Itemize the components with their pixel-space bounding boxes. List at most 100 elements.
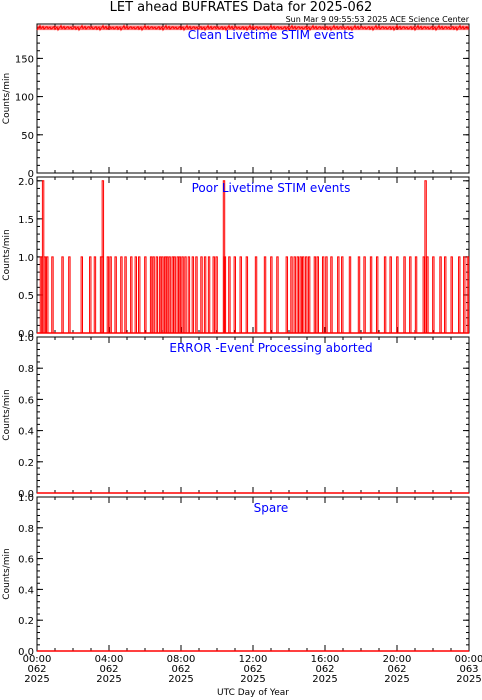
- y-tick-label: 0.6: [18, 395, 34, 406]
- spike-1: [409, 256, 412, 333]
- x-tick-label: 2025: [240, 674, 265, 685]
- x-tick-label: 04:00: [95, 654, 124, 665]
- y-tick-label: 0.2: [18, 616, 34, 627]
- spike-1: [171, 256, 174, 333]
- y-tick-label: 0.6: [18, 555, 34, 566]
- spike-2: [101, 180, 105, 333]
- spike-1: [363, 256, 366, 333]
- spike-1: [195, 256, 198, 333]
- x-tick-label: 2025: [24, 674, 49, 685]
- spike-1: [176, 256, 179, 333]
- noise-band: [37, 25, 469, 31]
- spike-1: [215, 256, 218, 333]
- x-tick-label: 20:00: [383, 654, 412, 665]
- spike-1: [181, 256, 184, 333]
- spike-1: [330, 256, 333, 333]
- x-axis: 00:00062202504:00062202508:00062202512:0…: [23, 654, 482, 685]
- spike-1: [403, 256, 406, 333]
- spike-1: [341, 256, 344, 333]
- y-tick-label: 50: [21, 131, 34, 142]
- chart-title: LET ahead BUFRATES Data for 2025-062: [110, 0, 373, 15]
- spike-1: [68, 256, 71, 333]
- x-tick-label: 2025: [96, 674, 121, 685]
- spike-1: [191, 256, 195, 333]
- spike-1: [130, 256, 133, 333]
- spike-1: [299, 256, 302, 333]
- spike-1: [321, 256, 325, 333]
- spike-1: [369, 256, 373, 333]
- spike-1: [383, 256, 387, 333]
- y-tick-label: 100: [15, 93, 34, 104]
- spike-1: [46, 256, 49, 333]
- spike-1: [466, 256, 470, 333]
- y-tick-label: 1.0: [18, 333, 34, 344]
- spike-1: [270, 256, 273, 333]
- spike-1: [178, 256, 182, 333]
- spike-1: [458, 256, 461, 333]
- x-tick-label: 12:00: [239, 654, 268, 665]
- spike-1: [161, 256, 164, 333]
- spike-1: [290, 256, 293, 333]
- panel-2: 0.0 0.5 1.0 1.5 2.0 Counts/min Poor Livetime S…: [2, 176, 470, 340]
- spike-1: [375, 256, 379, 333]
- panel-title: Spare: [254, 501, 289, 515]
- x-tick-label: 2025: [384, 674, 409, 685]
- spike-1: [114, 256, 117, 333]
- x-tick-label: 16:00: [311, 654, 340, 665]
- spike-1: [89, 256, 92, 333]
- y-axis-label: Counts/min: [2, 389, 12, 440]
- spike-1: [173, 256, 176, 333]
- spike-1: [348, 256, 352, 333]
- spike-1: [239, 256, 242, 333]
- spike-1: [155, 256, 159, 333]
- spike-1: [39, 256, 43, 333]
- spike-1: [357, 256, 361, 333]
- panel-frame: [36, 336, 470, 494]
- y-tick-label: 150: [15, 54, 34, 65]
- spike-1: [276, 256, 279, 333]
- spike-1: [245, 256, 249, 333]
- spike-1: [152, 256, 155, 333]
- y-tick-label: 0.8: [18, 364, 34, 375]
- spike-1: [228, 256, 231, 333]
- y-tick-label: 1.0: [18, 253, 34, 264]
- spike-1: [254, 256, 258, 333]
- spike-1: [138, 256, 141, 333]
- spike-1: [144, 256, 147, 333]
- spike-1: [80, 256, 83, 333]
- x-tick-label: 2025: [456, 674, 481, 685]
- x-tick-label: 062: [99, 664, 118, 675]
- y-tick-label: 0.2: [18, 458, 34, 469]
- x-tick-label: 062: [315, 664, 334, 675]
- y-tick-label: 1.0: [18, 493, 34, 504]
- spike-1: [233, 256, 236, 333]
- y-tick-label: 0.5: [18, 291, 34, 302]
- spike-1: [61, 256, 64, 333]
- spike-1: [316, 256, 319, 333]
- panel-title: Clean Livetime STIM events: [188, 28, 354, 42]
- y-tick-label: 0: [28, 169, 34, 180]
- spike-1: [134, 256, 137, 333]
- spike-1: [450, 256, 453, 333]
- spike-1: [106, 256, 110, 333]
- y-tick-label: 0.0: [18, 647, 34, 658]
- spike-1: [296, 256, 299, 333]
- spike-1: [187, 256, 191, 333]
- x-tick-label: 00:00: [455, 654, 482, 665]
- spike-1: [396, 256, 399, 333]
- spike-1: [212, 256, 215, 333]
- x-tick-label: 063: [459, 664, 478, 675]
- y-axis-label: Counts/min: [2, 73, 12, 124]
- y-axis-label: Counts/min: [2, 548, 12, 599]
- spike-1: [313, 256, 317, 333]
- x-tick-label: 062: [387, 664, 406, 675]
- spike-1: [307, 256, 311, 333]
- panel-frame: [36, 496, 470, 652]
- panel-title: Poor Livetime STIM events: [192, 181, 351, 195]
- x-tick-label: 062: [243, 664, 262, 675]
- panel-frame: [36, 23, 470, 174]
- spike-1: [302, 256, 305, 333]
